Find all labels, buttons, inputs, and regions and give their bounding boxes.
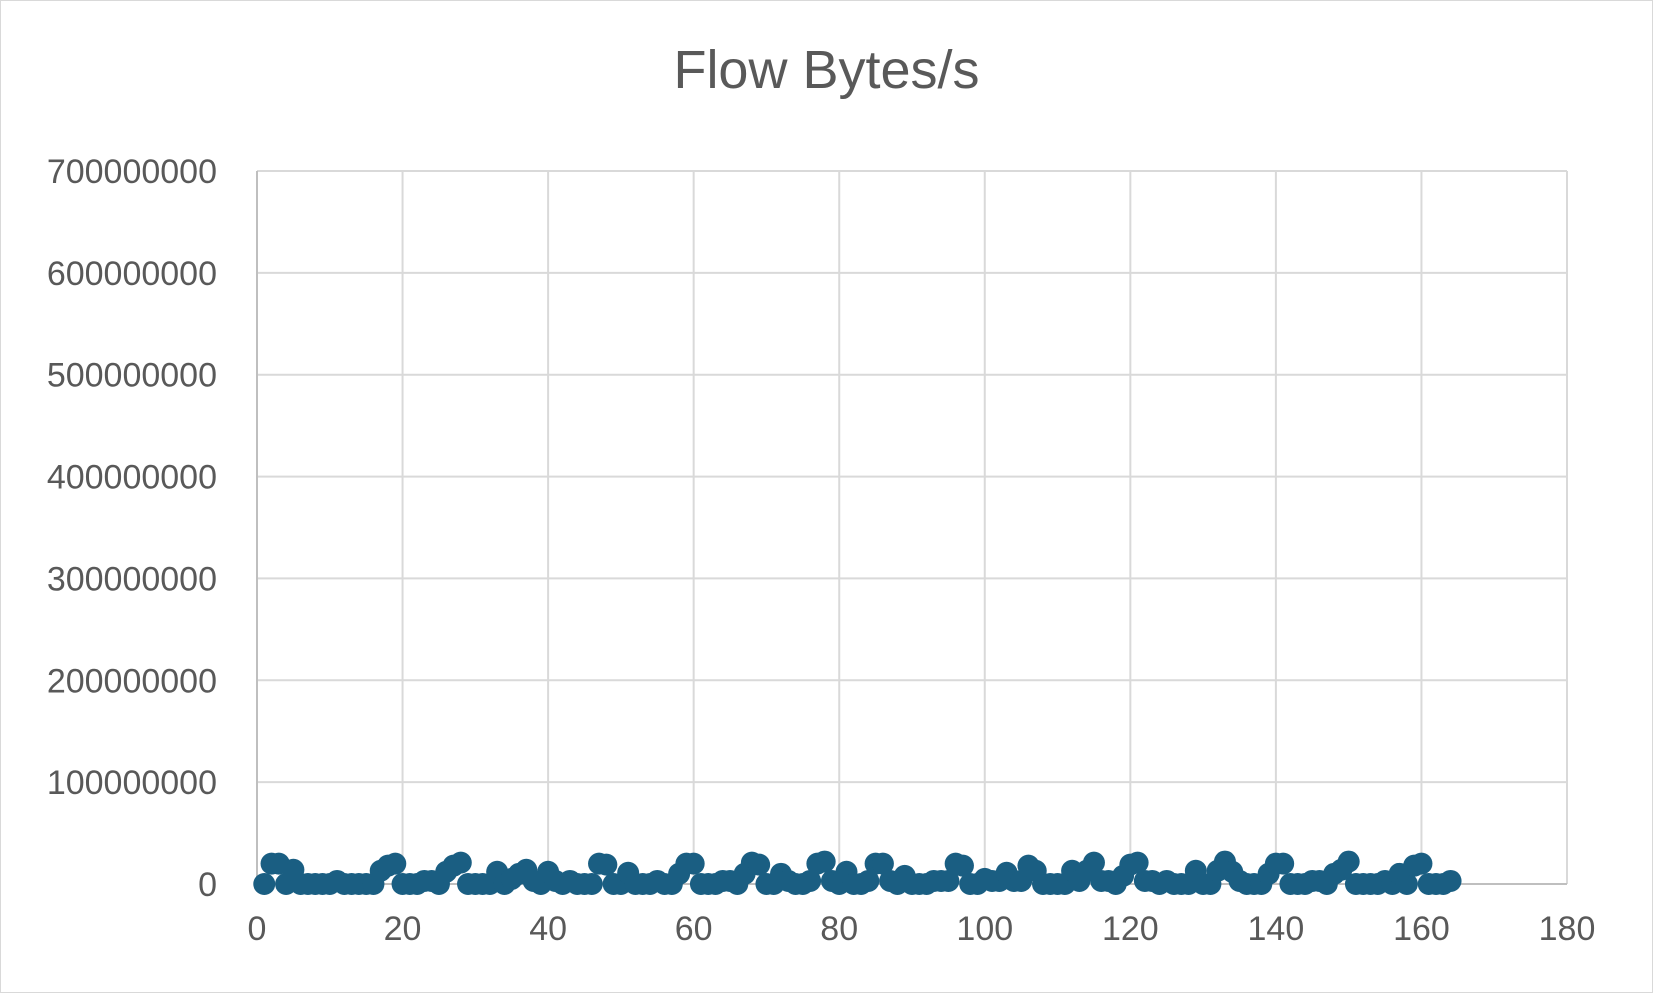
y-tick-label: 300000000 (47, 560, 217, 598)
data-point (1126, 851, 1149, 874)
x-tick-label: 0 (248, 910, 267, 948)
data-point (813, 850, 836, 873)
x-tick-label: 40 (529, 910, 567, 948)
x-tick-labels: 0 20 40 60 80 100 120 140 160 180 (248, 910, 1596, 948)
axes (256, 171, 1567, 885)
chart-title: Flow Bytes/s (673, 40, 980, 100)
grid-lines (256, 170, 1568, 885)
data-point (748, 853, 771, 876)
data-point (253, 873, 276, 895)
x-tick-label: 120 (1102, 910, 1159, 948)
y-tick-label: 400000000 (47, 459, 217, 497)
y-tick-labels: 0 100000000 200000000 300000000 400000000 500… (47, 153, 217, 904)
data-point (384, 852, 407, 875)
y-tick-label: 100000000 (47, 764, 217, 802)
data-point (682, 852, 705, 875)
data-point (1272, 852, 1295, 875)
data-point (449, 851, 472, 874)
data-point (595, 853, 618, 876)
data-point (1439, 869, 1462, 892)
data-point (1337, 850, 1360, 873)
data-point (1395, 873, 1418, 895)
x-tick-label: 100 (956, 910, 1013, 948)
data-point (857, 869, 880, 892)
data-point (951, 854, 974, 877)
x-tick-label: 60 (675, 910, 713, 948)
x-tick-label: 80 (820, 910, 858, 948)
data-points (253, 850, 1462, 895)
data-point (871, 852, 894, 875)
data-point (1410, 852, 1433, 875)
y-tick-label: 700000000 (47, 153, 217, 191)
y-tick-label: 600000000 (47, 255, 217, 293)
data-point (937, 869, 960, 892)
x-tick-label: 180 (1539, 910, 1596, 948)
x-tick-label: 160 (1393, 910, 1450, 948)
data-point (580, 873, 603, 895)
y-tick-label: 500000000 (47, 357, 217, 395)
data-point (799, 869, 822, 892)
y-tick-label: 200000000 (47, 662, 217, 700)
y-tick-label: 0 (198, 866, 217, 904)
data-point (1082, 851, 1105, 874)
x-tick-label: 20 (384, 910, 422, 948)
x-tick-label: 140 (1248, 910, 1305, 948)
